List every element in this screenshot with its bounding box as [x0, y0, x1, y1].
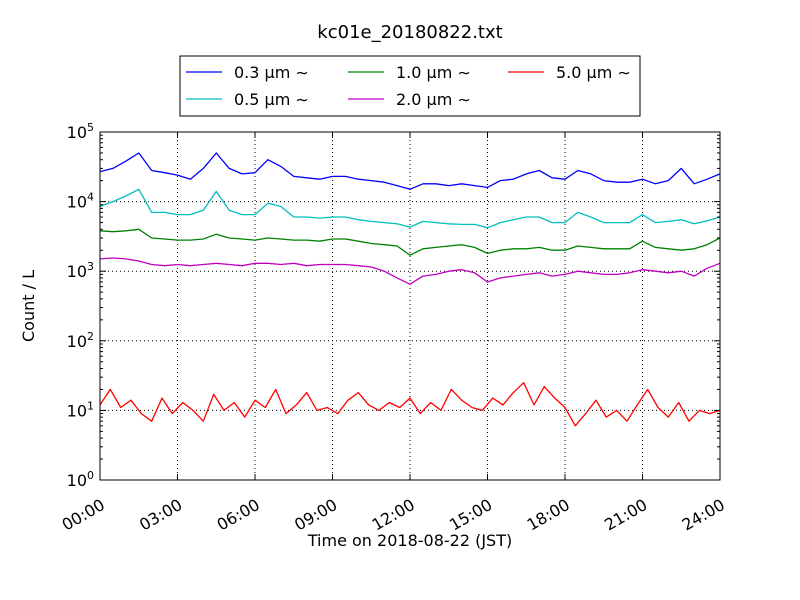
x-tick-label: 06:00 [214, 495, 263, 535]
legend-label: 0.5 μm ∼ [234, 90, 309, 109]
x-tick-label: 12:00 [369, 495, 418, 535]
x-tick-label: 24:00 [679, 495, 728, 535]
x-tick-label: 15:00 [446, 495, 495, 535]
x-tick-labels: 00:00 03:00 06:00 09:00 12:00 15:00 18:00 21:00… [59, 495, 728, 535]
series-line-0 [99, 152, 721, 190]
x-tick-label: 03:00 [136, 495, 185, 535]
series-lines [99, 152, 721, 427]
y-tick-label: 105 [67, 121, 94, 142]
y-tick-label: 103 [67, 260, 94, 281]
legend-label: 1.0 μm ∼ [396, 63, 471, 82]
legend-box [179, 55, 641, 117]
y-axis-label: Count / L [19, 270, 38, 342]
series-line-3 [99, 257, 721, 285]
legend-label: 2.0 μm ∼ [396, 90, 471, 109]
gridlines [100, 132, 720, 480]
series-line-4 [99, 382, 721, 427]
x-axis-label: Time on 2018-08-22 (JST) [307, 531, 512, 550]
legend-label: 5.0 μm ∼ [556, 63, 631, 82]
x-tick-label: 09:00 [291, 495, 340, 535]
x-tick-label: 00:00 [59, 495, 108, 535]
axis-ticks [99, 131, 721, 481]
y-tick-labels: 100 101 102 103 104 105 [67, 121, 94, 490]
y-tick-label: 101 [67, 399, 94, 420]
legend: 0.3 μm ∼ 1.0 μm ∼ 5.0 μm ∼ 0.5 μm ∼ 2.0 μm ∼ [179, 55, 641, 117]
y-tick-label: 102 [67, 330, 94, 351]
legend-label: 0.3 μm ∼ [234, 63, 309, 82]
chart-title: kc01e_20180822.txt [317, 22, 502, 43]
y-tick-label: 104 [67, 191, 94, 212]
series-line-1 [99, 188, 721, 229]
x-tick-label: 21:00 [601, 495, 650, 535]
y-tick-label: 100 [67, 469, 94, 490]
series-line-2 [99, 228, 721, 256]
x-tick-label: 18:00 [524, 495, 573, 535]
